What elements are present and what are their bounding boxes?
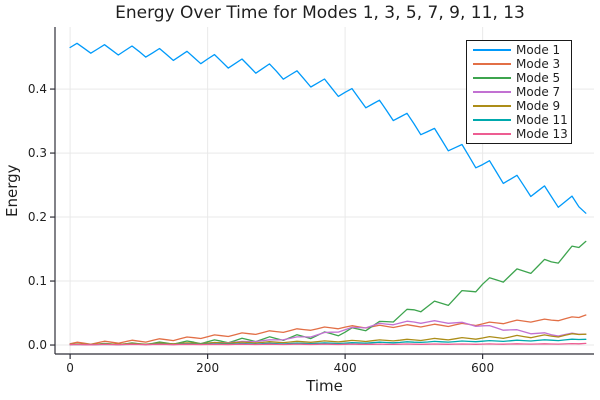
x-tick-label: 0 [66,361,74,375]
legend: Mode 1 Mode 3 Mode 5 Mode 7 Mode 9 Mode 11 Mod… [466,40,572,144]
legend-line-sample [473,63,511,65]
series-line-mode-1 [69,42,587,214]
legend-label: Mode 5 [516,70,561,85]
legend-item: Mode 5 [473,70,571,85]
legend-line-sample [473,119,511,121]
legend-line-sample [473,49,511,51]
chart-title: Energy Over Time for Modes 1, 3, 5, 7, 9… [115,3,525,23]
series-line-mode-9 [69,333,587,346]
legend-label: Mode 9 [516,98,561,113]
y-tick-label: 0.0 [28,338,47,352]
series-line-mode-5 [69,240,587,346]
series-line-mode-3 [69,314,587,345]
legend-label: Mode 7 [516,84,561,99]
legend-label: Mode 3 [516,56,561,71]
y-tick-label: 0.1 [28,274,47,288]
y-tick-label: 0.2 [28,210,47,224]
legend-item: Mode 13 [473,126,571,141]
y-tick-label: 0.3 [28,146,47,160]
legend-item: Mode 1 [473,42,571,57]
legend-label: Mode 13 [516,126,568,141]
x-axis-label: Time [306,377,343,395]
legend-item: Mode 7 [473,84,571,99]
legend-line-sample [473,77,511,79]
legend-line-sample [473,91,511,93]
legend-item: Mode 11 [473,112,571,127]
x-tick-label: 600 [471,361,494,375]
legend-line-sample [473,105,511,107]
x-tick-label: 200 [196,361,219,375]
series-line-mode-13 [69,342,587,346]
legend-label: Mode 11 [516,112,568,127]
y-tick-label: 0.4 [28,82,47,96]
legend-label: Mode 1 [516,42,561,57]
legend-item: Mode 9 [473,98,571,113]
legend-line-sample [473,133,511,135]
x-tick-label: 400 [334,361,357,375]
legend-item: Mode 3 [473,56,571,71]
